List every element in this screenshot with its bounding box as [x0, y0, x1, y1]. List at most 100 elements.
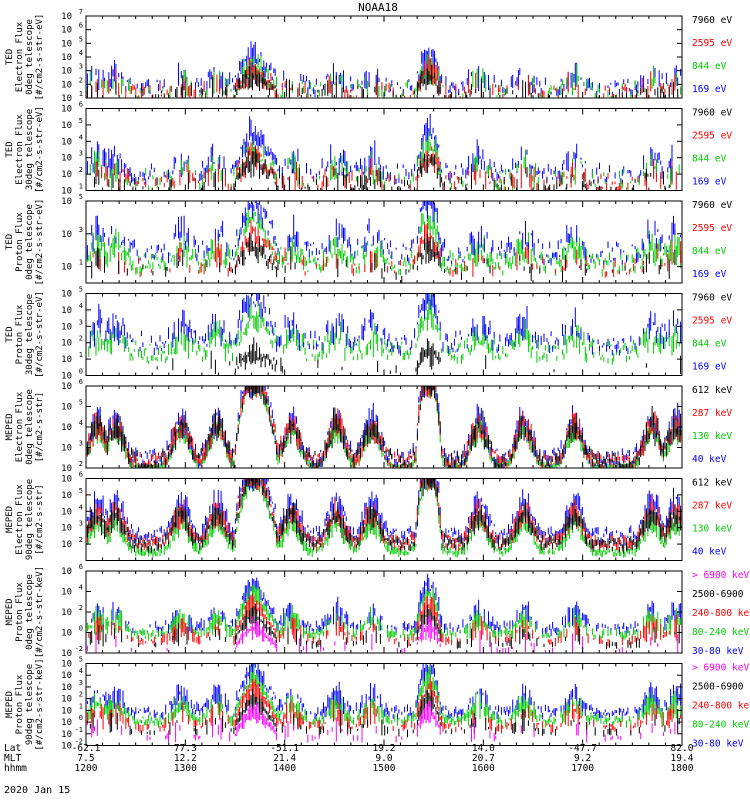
legend-entry: 130 keV	[692, 524, 732, 535]
legend-entry: 287 keV	[692, 408, 732, 419]
y-tick-label: 10	[61, 154, 72, 164]
y-tick-label: 10	[61, 67, 72, 77]
legend-entry: 844 eV	[692, 61, 727, 72]
x-row-label: hhmm	[4, 763, 27, 774]
panel-3-y-ticks: 10 1 10 3 10 5	[61, 193, 682, 273]
y-tick-label: 10	[61, 683, 72, 693]
x-tick-label: 1300	[174, 763, 197, 774]
panel-2-y-ticks: 10 1 10 2 10 3 10 4 10 5 10 6	[61, 101, 682, 197]
ylabel-line: 0deg telescope	[25, 204, 35, 280]
y-tick-exponent: 5	[79, 193, 83, 201]
y-tick-label: 10	[61, 475, 72, 485]
panel-8-series-5	[91, 700, 676, 743]
panel-8-x-ticks	[85, 663, 683, 746]
y-tick-exponent: 6	[79, 471, 83, 479]
legend-entry: 169 eV	[692, 177, 727, 188]
legend-entry: 80-240 keV	[692, 627, 749, 638]
x-tick-label: 19.4	[671, 753, 694, 764]
panel-5-series-3	[85, 386, 683, 468]
x-tick-label: 1800	[671, 763, 694, 774]
x-row-label: Lat	[4, 743, 21, 754]
y-tick-exponent: 7	[79, 8, 83, 16]
y-tick-label: 10	[61, 540, 72, 550]
x-tick-label: 21.4	[273, 753, 296, 764]
legend-entry: > 6900 keV	[692, 663, 749, 674]
y-tick-exponent: 5	[79, 286, 83, 294]
legend-entry: 7960 eV	[692, 108, 732, 119]
y-tick-label: 10	[61, 306, 72, 316]
y-tick-exponent: 2	[79, 536, 83, 544]
panel-7-ylabel: MEPED Proton Flux 0deg telescope [#/cm2-s-s…	[5, 566, 45, 658]
panel-1-x-ticks	[85, 16, 683, 98]
ylabel-line: [#/cm2-s-str-eV]	[35, 14, 45, 101]
ylabel-line: TED	[5, 141, 15, 157]
panel-7-x-ticks	[85, 571, 683, 653]
y-tick-label: 10	[61, 105, 72, 115]
y-tick-exponent: 4	[79, 49, 83, 57]
panel-4-x-ticks	[85, 293, 683, 376]
ylabel-line: [#/cm2-s-str-keV]	[35, 658, 45, 750]
ylabel-line: Proton Flux	[15, 212, 25, 272]
y-tick-exponent: 6	[79, 378, 83, 386]
panel-5-x-ticks	[85, 386, 683, 468]
ylabel-line: Electron Flux	[15, 484, 25, 555]
panel-6-legend: 612 keV 287 keV 130 keV 40 keV	[692, 478, 732, 558]
panel-2-legend: 7960 eV 2595 eV 844 eV 169 eV	[692, 108, 732, 188]
y-tick-label: 10	[61, 660, 72, 670]
panel-4-y-ticks: 10 0 10 1 10 2 10 3 10 4 10 5	[61, 286, 682, 382]
legend-entry: 7960 eV	[692, 15, 732, 26]
y-tick-label: 10	[61, 12, 72, 22]
y-tick-label: 10	[61, 121, 72, 131]
panel-3-traces	[85, 201, 683, 283]
y-tick-exponent: 3	[79, 679, 83, 687]
y-tick-label: 10	[61, 290, 72, 300]
y-tick-label: 10	[61, 94, 72, 104]
ylabel-line: 0deg telescope	[25, 389, 35, 465]
legend-entry: 169 eV	[692, 362, 727, 373]
chart-title: NOAA18	[358, 1, 398, 14]
legend-entry: 240-800 keV	[692, 701, 750, 712]
ylabel-line: [#/cm2-s-str-eV]	[35, 291, 45, 378]
y-tick-exponent: 2	[79, 460, 83, 468]
y-tick-exponent: 3	[79, 440, 83, 448]
legend-entry: 2500-6900	[692, 589, 744, 600]
ylabel-line: [#/cm2-s-str-eV]	[35, 199, 45, 286]
y-tick-label: 10	[61, 170, 72, 180]
panel-7-series-4	[89, 604, 680, 650]
panel-2-series-1	[86, 114, 673, 185]
legend-entry: 130 keV	[692, 431, 732, 442]
panel-7-legend: > 6900 keV 2500-6900 240-800 keV 80-240 keV…	[692, 570, 750, 657]
y-tick-exponent: -1	[75, 726, 83, 734]
x-tick-label: 20.7	[472, 753, 495, 764]
panel-4-frame	[85, 293, 683, 376]
x-tick-label: 7.5	[77, 753, 94, 764]
y-tick-exponent: -2	[75, 645, 83, 653]
panel-3-frame	[85, 200, 683, 284]
ylabel-line: Electron Flux	[15, 114, 25, 185]
y-tick-label: 10	[61, 372, 72, 382]
y-tick-exponent: 2	[79, 335, 83, 343]
y-tick-exponent: 6	[79, 22, 83, 30]
y-tick-exponent: 6	[79, 563, 83, 571]
ylabel-line: TED	[5, 49, 15, 65]
ylabel-line: TED	[5, 234, 15, 250]
ylabel-line: [#/cm2-s-str]	[35, 392, 45, 462]
y-tick-exponent: 1	[79, 259, 83, 267]
x-axis-labels: LatMLThhmm-62.17.5120077.312.21300-51.12…	[4, 743, 694, 774]
y-tick-label: 10	[61, 507, 72, 517]
y-tick-exponent: 1	[79, 90, 83, 98]
ylabel-line: 90deg telescope	[25, 479, 35, 560]
y-tick-exponent: 2	[79, 76, 83, 84]
panel-8-series-4	[89, 688, 680, 738]
ylabel-line: MEPED	[5, 598, 15, 625]
x-tick-label: 1500	[373, 763, 396, 774]
legend-entry: 2595 eV	[692, 131, 732, 142]
y-tick-exponent: 3	[79, 520, 83, 528]
panel-4: 10 0 10 1 10 2 10 3 10 4 10 5 TED Proton Flux 30deg te…	[5, 286, 732, 382]
y-tick-label: 10	[61, 230, 72, 240]
y-tick-exponent: 4	[79, 584, 83, 592]
x-tick-label: 9.0	[375, 753, 392, 764]
panel-2-ylabel: TED Electron Flux 30deg telescope [#/cm2-s-…	[5, 106, 45, 193]
